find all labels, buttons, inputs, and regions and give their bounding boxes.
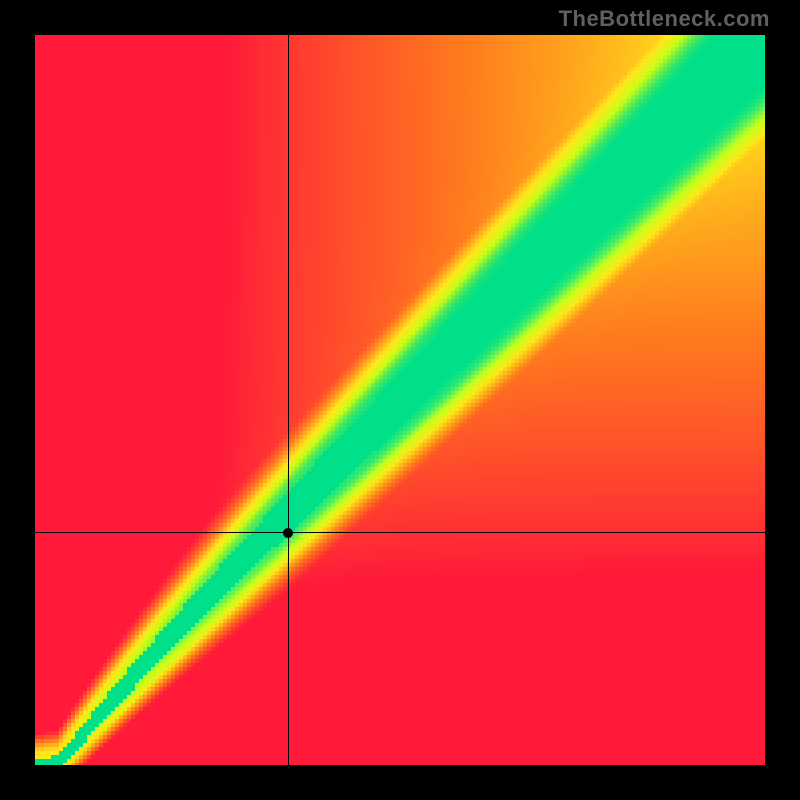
heatmap-canvas [35,35,765,765]
crosshair-marker [283,528,293,538]
crosshair-horizontal [35,532,765,533]
crosshair-vertical [288,35,289,765]
heatmap-plot-area [35,35,765,765]
watermark-text: TheBottleneck.com [559,6,770,32]
